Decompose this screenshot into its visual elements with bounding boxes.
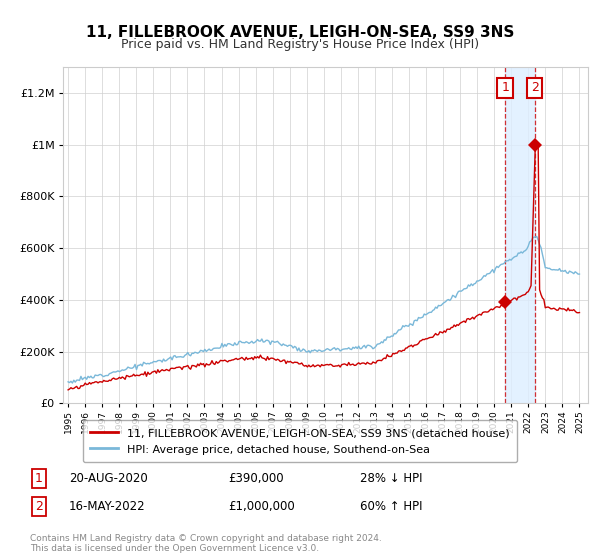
Legend: 11, FILLEBROOK AVENUE, LEIGH-ON-SEA, SS9 3NS (detached house), HPI: Average pric: 11, FILLEBROOK AVENUE, LEIGH-ON-SEA, SS9…: [83, 419, 517, 463]
Text: 60% ↑ HPI: 60% ↑ HPI: [360, 500, 422, 514]
Text: Price paid vs. HM Land Registry's House Price Index (HPI): Price paid vs. HM Land Registry's House …: [121, 38, 479, 51]
Text: £1,000,000: £1,000,000: [228, 500, 295, 514]
Text: 1: 1: [35, 472, 43, 486]
Text: 16-MAY-2022: 16-MAY-2022: [69, 500, 146, 514]
Text: 2: 2: [35, 500, 43, 514]
Text: 1: 1: [501, 81, 509, 95]
Text: 11, FILLEBROOK AVENUE, LEIGH-ON-SEA, SS9 3NS: 11, FILLEBROOK AVENUE, LEIGH-ON-SEA, SS9…: [86, 25, 514, 40]
Bar: [505, 67, 535, 403]
Text: Contains HM Land Registry data © Crown copyright and database right 2024.
This d: Contains HM Land Registry data © Crown c…: [30, 534, 382, 553]
Text: £390,000: £390,000: [228, 472, 284, 486]
Text: 20-AUG-2020: 20-AUG-2020: [69, 472, 148, 486]
Text: 2: 2: [531, 81, 539, 95]
Text: 28% ↓ HPI: 28% ↓ HPI: [360, 472, 422, 486]
